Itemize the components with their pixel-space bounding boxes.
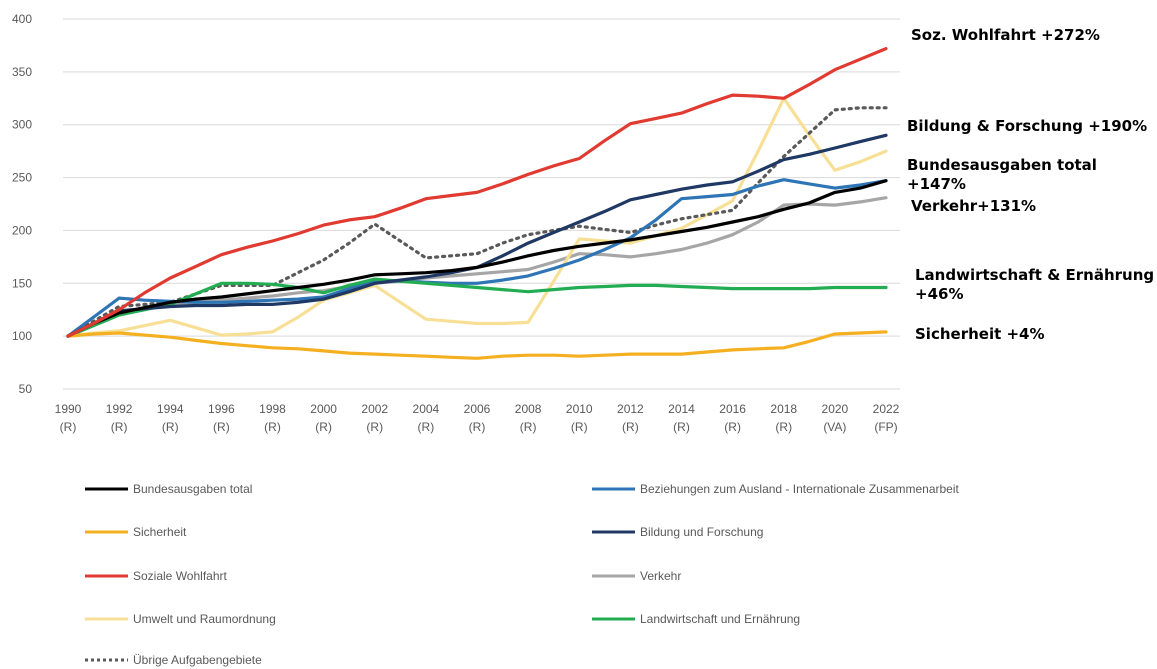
legend-item-umwelt: Umwelt und Raumordnung <box>85 612 276 626</box>
x-tick-sublabel: (R) <box>520 420 537 434</box>
y-tick-label: 50 <box>19 382 33 396</box>
x-axis-ticks: 1990 (R) 1992 (R) 1994 (R) 1996 (R) 1998 (R) 2000 (… <box>55 402 900 434</box>
x-tick-label: 1996 <box>208 402 235 416</box>
legend-item-bundesausgaben: Bundesausgaben total <box>85 482 252 496</box>
legend-label: Umwelt und Raumordnung <box>133 612 276 626</box>
x-tick-sublabel: (R) <box>469 420 486 434</box>
x-tick-label: 2014 <box>668 402 695 416</box>
legend-label: Übrige Aufgabengebiete <box>133 653 262 667</box>
y-tick-label: 300 <box>12 118 32 132</box>
x-tick-label: 2000 <box>310 402 337 416</box>
x-tick-label: 2010 <box>566 402 593 416</box>
x-tick-label: 2012 <box>617 402 644 416</box>
x-tick-label: 1990 <box>55 402 82 416</box>
x-tick-label: 1992 <box>106 402 133 416</box>
end-label-sicherheit: Sicherheit +4% <box>915 325 1045 343</box>
legend-item-bildung-forschung: Bildung und Forschung <box>592 525 763 539</box>
y-tick-label: 150 <box>12 276 32 290</box>
legend-label: Bundesausgaben total <box>133 482 252 496</box>
x-tick-label: 2016 <box>719 402 746 416</box>
x-tick-label: 2006 <box>464 402 491 416</box>
x-tick-sublabel: (FP) <box>874 420 897 434</box>
end-label-bundesausgaben: Bundesausgaben total <box>907 156 1097 174</box>
x-tick-sublabel: (R) <box>264 420 281 434</box>
end-labels: Soz. Wohlfahrt +272% Bildung & Forschung… <box>907 26 1154 343</box>
x-tick-sublabel: (R) <box>622 420 639 434</box>
y-tick-label: 200 <box>12 223 32 237</box>
x-tick-label: 2008 <box>515 402 542 416</box>
x-tick-sublabel: (R) <box>366 420 383 434</box>
y-tick-label: 400 <box>12 12 32 26</box>
end-label-verkehr: Verkehr+131% <box>911 197 1036 215</box>
x-tick-label: 1998 <box>259 402 286 416</box>
end-label-landwirtschaft-pct: +46% <box>915 285 963 303</box>
series-line-bundesausgaben-total <box>66 179 888 338</box>
series-line-beziehungen-zum-ausland-internationale-zusammenarbeit <box>66 178 888 338</box>
legend-label: Bildung und Forschung <box>640 525 763 539</box>
x-tick-label: 2002 <box>361 402 388 416</box>
x-tick-sublabel: (R) <box>418 420 435 434</box>
series-line-landwirtschaft-und-ern-hrung <box>66 277 888 338</box>
x-tick-sublabel: (R) <box>111 420 128 434</box>
x-tick-sublabel: (VA) <box>823 420 846 434</box>
x-tick-label: 2018 <box>770 402 797 416</box>
y-tick-label: 350 <box>12 65 32 79</box>
series-line-soziale-wohlfahrt <box>66 46 888 338</box>
x-tick-sublabel: (R) <box>162 420 179 434</box>
x-tick-sublabel: (R) <box>724 420 741 434</box>
x-tick-sublabel: (R) <box>673 420 690 434</box>
series-lines <box>66 46 888 360</box>
end-label-soziale-wohlfahrt: Soz. Wohlfahrt +272% <box>911 26 1100 44</box>
legend-item-verkehr: Verkehr <box>592 569 681 583</box>
x-tick-label: 2020 <box>822 402 849 416</box>
end-label-bildung-forschung: Bildung & Forschung +190% <box>907 117 1147 135</box>
x-tick-sublabel: (R) <box>571 420 588 434</box>
legend-label: Sicherheit <box>133 525 187 539</box>
legend-label: Verkehr <box>640 569 681 583</box>
legend-item-beziehungen-ausland: Beziehungen zum Ausland - Internationale… <box>592 482 960 496</box>
series-line-umwelt-und-raumordnung <box>66 96 888 338</box>
end-label-bundesausgaben-pct: +147% <box>907 175 966 193</box>
x-tick-label: 1994 <box>157 402 184 416</box>
x-tick-sublabel: (R) <box>775 420 792 434</box>
x-tick-sublabel: (R) <box>213 420 230 434</box>
y-tick-label: 250 <box>12 171 32 185</box>
y-axis-ticks: 50 100 150 200 250 300 350 400 <box>12 12 32 396</box>
x-tick-label: 2004 <box>413 402 440 416</box>
end-label-landwirtschaft: Landwirtschaft & Ernährung <box>915 266 1154 284</box>
y-tick-label: 100 <box>12 329 32 343</box>
series-line-sicherheit <box>66 330 888 360</box>
gridlines <box>63 18 900 390</box>
legend-item-landwirtschaft: Landwirtschaft und Ernährung <box>592 612 800 626</box>
legend-item-soziale-wohlfahrt: Soziale Wohlfahrt <box>85 569 227 583</box>
x-tick-sublabel: (R) <box>60 420 77 434</box>
legend: Bundesausgaben total Beziehungen zum Aus… <box>85 482 960 667</box>
x-tick-sublabel: (R) <box>315 420 332 434</box>
legend-item-sicherheit: Sicherheit <box>85 525 187 539</box>
legend-label: Landwirtschaft und Ernährung <box>640 612 800 626</box>
series-line-bildung-und-forschung <box>66 133 888 338</box>
x-tick-label: 2022 <box>873 402 900 416</box>
legend-label: Beziehungen zum Ausland - Internationale… <box>640 482 960 496</box>
legend-item-uebrige: Übrige Aufgabengebiete <box>85 653 262 667</box>
legend-label: Soziale Wohlfahrt <box>133 569 227 583</box>
